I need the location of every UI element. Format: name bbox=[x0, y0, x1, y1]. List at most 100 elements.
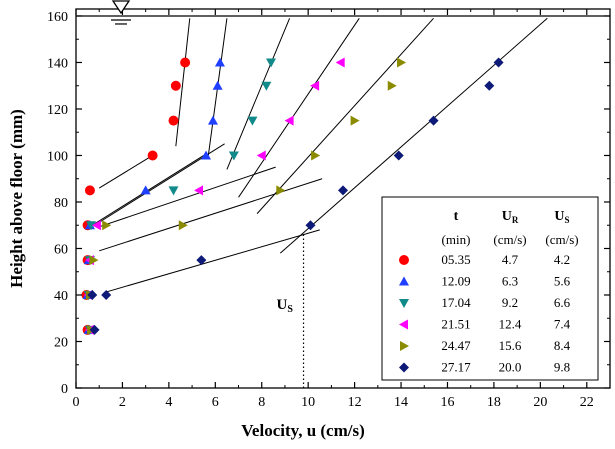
data-point bbox=[89, 255, 99, 266]
legend-header-us-main: U bbox=[554, 209, 564, 224]
legend-us-value: 5.6 bbox=[554, 274, 571, 289]
legend-header-ur-main: U bbox=[502, 209, 512, 224]
data-point bbox=[168, 115, 179, 126]
y-tick-label: 40 bbox=[54, 289, 68, 304]
legend-time-value: 17.04 bbox=[441, 295, 471, 310]
data-point bbox=[196, 255, 207, 266]
data-point bbox=[168, 186, 179, 196]
y-tick-label: 60 bbox=[54, 242, 68, 257]
y-tick-label: 140 bbox=[47, 56, 68, 71]
data-point bbox=[170, 80, 181, 91]
fit-line bbox=[96, 166, 276, 229]
fit-line bbox=[226, 18, 291, 170]
data-point bbox=[310, 80, 320, 91]
us-annotation-label: US bbox=[277, 297, 294, 315]
legend-unit-us: (cm/s) bbox=[545, 232, 578, 247]
data-point bbox=[266, 58, 277, 68]
legend-us-value: 9.8 bbox=[554, 360, 570, 375]
legend-box bbox=[381, 196, 599, 381]
legend-marker bbox=[399, 362, 409, 373]
x-tick-label: 12 bbox=[348, 395, 362, 410]
data-point bbox=[484, 80, 495, 91]
legend-us-value: 7.4 bbox=[554, 317, 571, 332]
fit-line bbox=[175, 18, 191, 147]
us-annotation-group: US bbox=[277, 234, 305, 388]
x-tick-label: 16 bbox=[440, 395, 454, 410]
legend-time-value: 21.51 bbox=[441, 317, 470, 332]
fit-line bbox=[98, 155, 153, 189]
y-tick-label: 0 bbox=[61, 382, 68, 397]
data-point bbox=[261, 81, 272, 91]
data-point bbox=[147, 150, 158, 161]
legend-marker bbox=[399, 299, 409, 308]
data-point bbox=[86, 221, 97, 231]
data-point bbox=[89, 324, 100, 335]
legend-header-t: t bbox=[454, 209, 459, 224]
legend-us-value: 8.4 bbox=[554, 338, 571, 353]
x-tick-label: 20 bbox=[533, 395, 547, 410]
data-point bbox=[101, 289, 112, 300]
y-tick-label: 80 bbox=[54, 196, 68, 211]
data-point bbox=[338, 185, 348, 196]
legend-time-value: 24.47 bbox=[441, 338, 471, 353]
x-tick-label: 6 bbox=[212, 395, 219, 410]
fit-line bbox=[238, 18, 360, 198]
data-point bbox=[256, 150, 266, 161]
data-point bbox=[393, 150, 404, 161]
data-point bbox=[350, 115, 360, 126]
data-point bbox=[311, 150, 321, 161]
legend-time-value: 27.17 bbox=[441, 360, 471, 375]
x-tick-label: 18 bbox=[487, 395, 501, 410]
fit-line bbox=[279, 17, 548, 254]
data-point bbox=[87, 289, 98, 300]
legend-unit-ur: (cm/s) bbox=[493, 232, 526, 247]
data-point bbox=[212, 80, 223, 90]
data-point bbox=[84, 185, 95, 196]
legend-unit-t: (min) bbox=[442, 232, 471, 247]
data-point bbox=[91, 220, 101, 231]
data-point bbox=[140, 185, 151, 195]
data-point bbox=[428, 115, 439, 126]
legend: t UR US (min) (cm/s) (cm/s) 05.35 4.7 4.21… bbox=[381, 196, 599, 381]
legend-us-value: 4.2 bbox=[554, 252, 570, 267]
fit-line bbox=[103, 229, 320, 294]
x-tick-label: 10 bbox=[301, 395, 315, 410]
data-point bbox=[194, 185, 204, 196]
legend-ur-value: 6.3 bbox=[502, 274, 518, 289]
data-point bbox=[397, 57, 407, 68]
data-point bbox=[214, 57, 225, 67]
y-tick-label: 120 bbox=[47, 103, 68, 118]
legend-time-value: 12.09 bbox=[441, 274, 470, 289]
data-point bbox=[102, 220, 112, 231]
x-tick-label: 8 bbox=[258, 395, 265, 410]
legend-header-us-sub: S bbox=[565, 215, 570, 225]
x-tick-label: 0 bbox=[73, 395, 80, 410]
legend-time-value: 05.35 bbox=[441, 252, 470, 267]
fit-lines-group bbox=[91, 17, 548, 294]
data-point bbox=[305, 220, 316, 231]
legend-ur-value: 15.6 bbox=[499, 338, 522, 353]
data-point bbox=[228, 151, 239, 161]
x-tick-label: 4 bbox=[165, 395, 172, 410]
y-axis-label: Height above floor (mm) bbox=[7, 109, 26, 288]
x-tick-label: 14 bbox=[394, 395, 408, 410]
x-tick-label: 22 bbox=[580, 395, 594, 410]
legend-us-value: 6.6 bbox=[554, 295, 571, 310]
y-tick-label: 160 bbox=[47, 10, 68, 25]
water-surface-symbol bbox=[111, 0, 131, 25]
data-point bbox=[207, 115, 218, 125]
legend-ur-value: 12.4 bbox=[499, 317, 522, 332]
legend-ur-value: 4.7 bbox=[502, 252, 519, 267]
fit-line bbox=[256, 17, 434, 214]
legend-marker bbox=[399, 276, 409, 286]
plot-frame bbox=[75, 8, 611, 389]
y-tick-label: 100 bbox=[47, 149, 68, 164]
x-axis-label: Velocity, u (cm/s) bbox=[241, 421, 365, 440]
legend-header-us: US bbox=[554, 209, 569, 225]
axes-group bbox=[75, 8, 611, 389]
x-tick-label: 2 bbox=[119, 395, 126, 410]
us-annotation-main: U bbox=[277, 297, 288, 313]
legend-ur-value: 20.0 bbox=[499, 360, 522, 375]
data-point bbox=[387, 80, 397, 91]
data-points-group bbox=[81, 57, 504, 335]
